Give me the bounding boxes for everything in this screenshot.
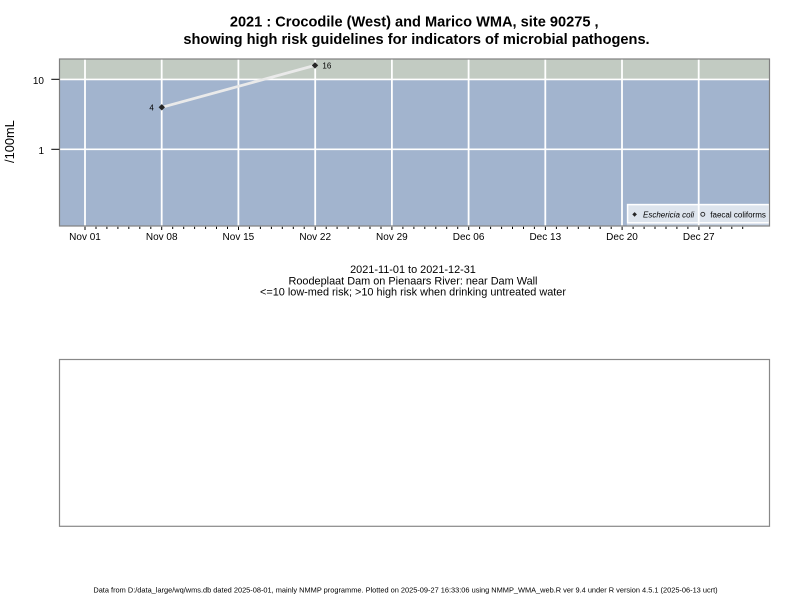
svg-text:/100mL: /100mL xyxy=(2,120,17,163)
svg-text:Dec 27: Dec 27 xyxy=(683,232,715,243)
svg-text:Roodeplaat Dam on Pienaars Riv: Roodeplaat Dam on Pienaars River: near D… xyxy=(289,276,538,288)
svg-text:showing high risk guidelines f: showing high risk guidelines for indicat… xyxy=(183,32,649,48)
svg-text:1: 1 xyxy=(38,146,44,157)
svg-text:Nov 22: Nov 22 xyxy=(299,232,331,243)
svg-text:Dec 13: Dec 13 xyxy=(529,232,561,243)
svg-text:Data from D:/data_large/wq/wms: Data from D:/data_large/wq/wms.db dated … xyxy=(93,586,717,595)
svg-text:Dec 20: Dec 20 xyxy=(606,232,638,243)
svg-text:Nov 29: Nov 29 xyxy=(376,232,408,243)
svg-text:16: 16 xyxy=(322,62,331,71)
svg-text:Dec 06: Dec 06 xyxy=(453,232,485,243)
svg-text:Nov 15: Nov 15 xyxy=(223,232,255,243)
svg-text:Nov 08: Nov 08 xyxy=(146,232,178,243)
svg-text:<=10 low-med risk; >10 high ri: <=10 low-med risk; >10 high risk when dr… xyxy=(260,287,566,299)
svg-text:Eschericia coli: Eschericia coli xyxy=(643,211,694,220)
svg-text:faecal coliforms: faecal coliforms xyxy=(710,211,766,220)
svg-text:2021-11-01 to 2021-12-31: 2021-11-01 to 2021-12-31 xyxy=(350,264,476,276)
svg-text:Nov 01: Nov 01 xyxy=(69,232,101,243)
svg-text:2021 : Crocodile (West) and Ma: 2021 : Crocodile (West) and Marico WMA, … xyxy=(230,15,599,31)
svg-text:10: 10 xyxy=(33,76,45,87)
svg-text:4: 4 xyxy=(149,104,154,113)
